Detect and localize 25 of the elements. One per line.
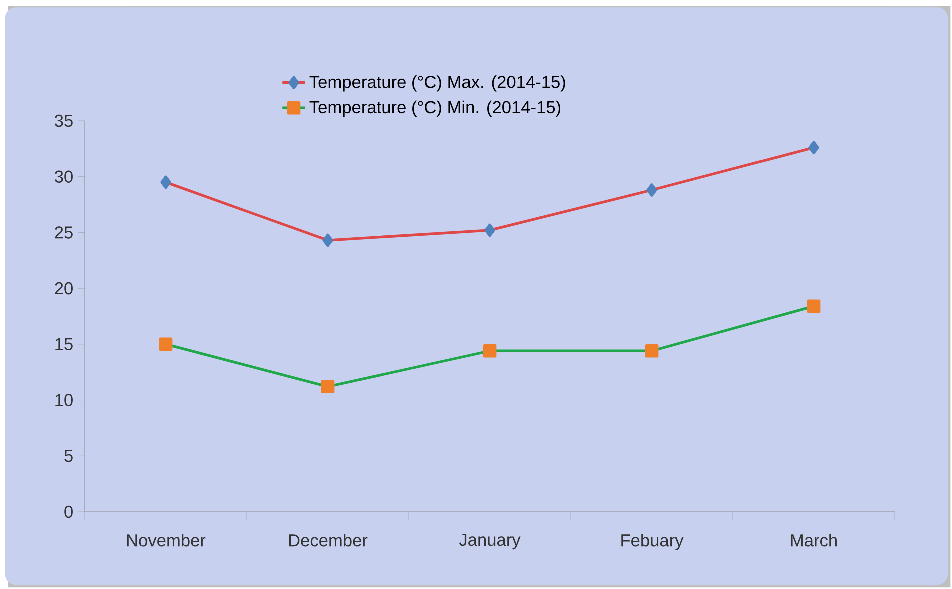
- point: [322, 234, 334, 248]
- point: [321, 380, 335, 394]
- point: [808, 141, 820, 154]
- y-tick-label: 20: [55, 282, 73, 295]
- y-tick-label: 10: [56, 394, 73, 406]
- y-tick-label: 15: [56, 338, 73, 350]
- point: [483, 344, 497, 358]
- x-tick-label: March: [791, 534, 837, 547]
- point: [645, 344, 659, 358]
- point: [159, 338, 173, 352]
- point: [807, 300, 821, 314]
- x-tick-label: November: [127, 534, 206, 547]
- y-tick-label: 5: [64, 450, 73, 462]
- legend-label: Temperature (°C) Min. (2014-15): [310, 100, 561, 117]
- x-tick-label: Febuary: [622, 534, 684, 550]
- y-tick-label: 30: [55, 170, 73, 183]
- point: [484, 224, 496, 238]
- x-tick-label: January: [459, 534, 521, 550]
- y-tick-label: 0: [64, 506, 73, 518]
- x-tick-label: December: [289, 534, 368, 547]
- point: [646, 184, 658, 197]
- y-tick-label: 35: [55, 114, 73, 128]
- point: [160, 176, 172, 190]
- legend-label: Temperature (°C) Max. (2014-15): [310, 76, 566, 92]
- y-tick-label: 25: [55, 226, 73, 239]
